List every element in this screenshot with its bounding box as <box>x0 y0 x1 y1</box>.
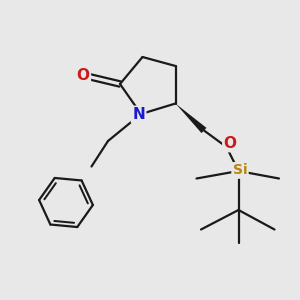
Polygon shape <box>176 103 206 133</box>
Text: O: O <box>224 136 237 151</box>
Text: Si: Si <box>233 164 247 177</box>
Text: O: O <box>76 68 90 82</box>
Text: N: N <box>132 107 145 122</box>
